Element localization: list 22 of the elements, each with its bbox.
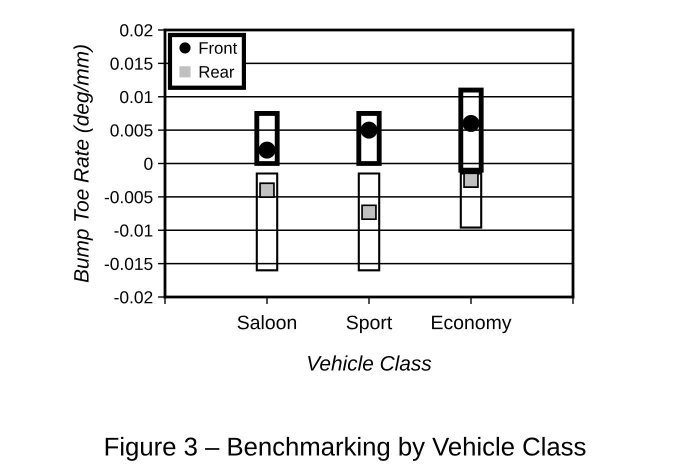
y-tick-label: -0.005 [104,191,152,204]
point [361,204,377,220]
point [259,182,275,198]
y-axis-title: Bump Toe Rate (deg/mm) [73,45,93,282]
text: Figure 3 – Benchmarking by Vehicle Class [106,436,586,461]
y-tick-label: 0.01 [120,90,152,104]
point [462,114,480,132]
y-tick-label: -0.015 [104,258,152,270]
x-axis-title: Vehicle Class [308,355,432,371]
legend-label: Front [200,42,238,54]
legend-label: Rear [200,66,234,78]
y-tick-label: 0 [144,158,153,170]
x-tick-label: Sport [346,316,392,334]
y-tick-label: -0.01 [114,224,152,237]
point [258,142,276,159]
y-tick-label: 0.005 [110,124,152,137]
y-tick-label: -0.02 [114,291,152,304]
y-tick-label: 0.015 [110,58,152,70]
x-tick-label: Economy [432,316,512,334]
x-tick-label: Saloon [238,315,296,330]
point [463,172,479,188]
y-tick-label: 0.02 [120,24,152,36]
